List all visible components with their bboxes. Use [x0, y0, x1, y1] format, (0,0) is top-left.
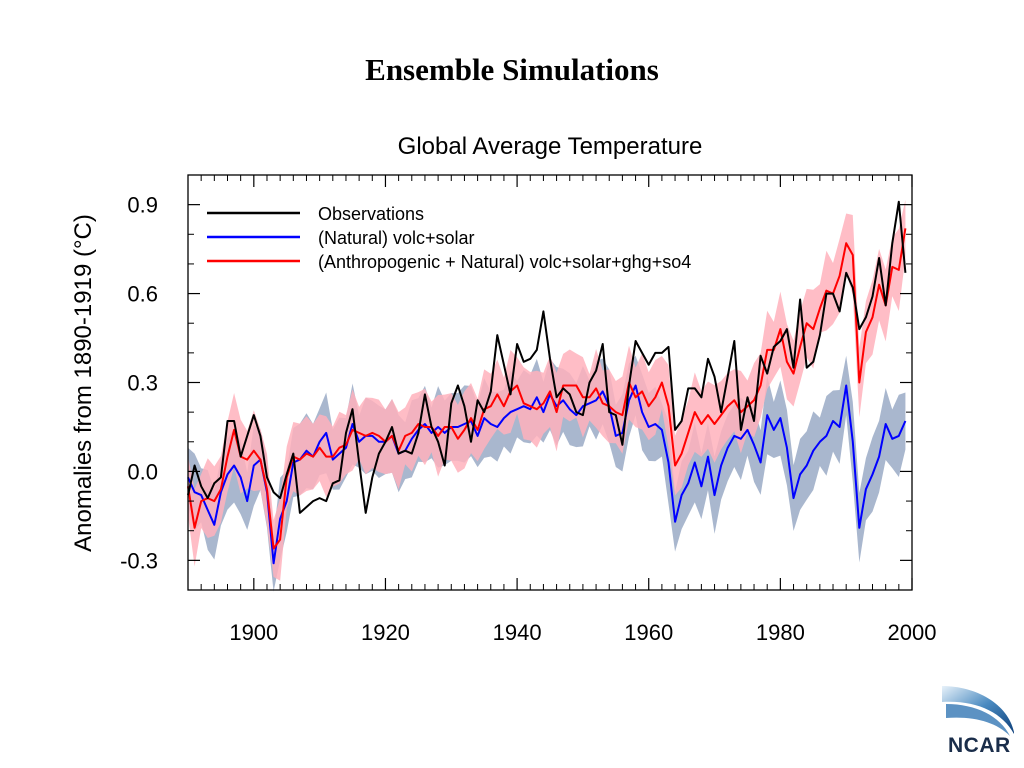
y-tick-label: -0.3: [120, 548, 158, 573]
x-tick-label: 2000: [888, 620, 937, 645]
legend: Observations (Natural) volc+solar (Anthrop…: [207, 204, 691, 272]
ncar-logo-icon: [942, 686, 1014, 736]
x-tick-label: 1960: [624, 620, 673, 645]
y-tick-label: 0.6: [127, 282, 158, 307]
tick-marks: 1900 1920 1940 1960 1980 2000 -0.3 0.0 0.3 0.6 0.9: [120, 175, 936, 645]
anthropogenic-ensemble-band: [188, 199, 906, 581]
series-lines: [187, 200, 907, 565]
slide-title: Ensemble Simulations: [365, 52, 659, 87]
natural-line: [187, 384, 907, 565]
legend-label: Observations: [318, 204, 424, 224]
x-tick-label: 1980: [756, 620, 805, 645]
x-tick-label: 1920: [361, 620, 410, 645]
uncertainty-bands: [188, 199, 906, 592]
legend-label: (Anthropogenic + Natural) volc+solar+ghg…: [318, 252, 691, 272]
x-tick-label: 1940: [493, 620, 542, 645]
y-tick-label: 0.3: [127, 371, 158, 396]
y-tick-label: 0.0: [127, 459, 158, 484]
legend-label: (Natural) volc+solar: [318, 228, 475, 248]
logo-text: NCAR: [948, 734, 1011, 757]
observations-line: [187, 200, 907, 514]
chart-title: Global Average Temperature: [398, 133, 703, 160]
y-axis-label: Anomalies from 1890-1919 (°C): [70, 214, 97, 552]
anthropogenic-line: [187, 228, 907, 550]
x-tick-label: 1900: [229, 620, 278, 645]
y-tick-label: 0.9: [127, 193, 158, 218]
